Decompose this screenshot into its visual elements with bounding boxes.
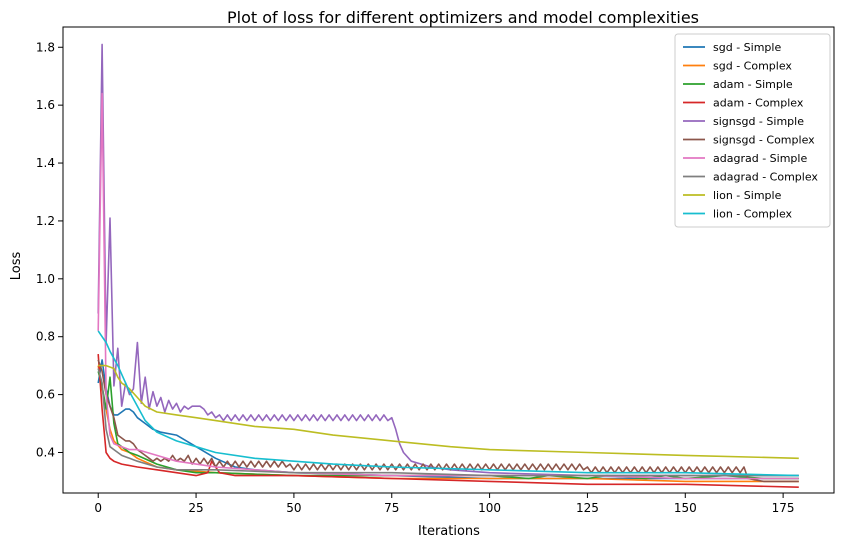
legend-label: adagrad - Simple	[713, 152, 807, 165]
x-tick-label: 50	[286, 501, 301, 515]
y-tick-label: 1.0	[36, 272, 55, 286]
chart-title: Plot of loss for different optimizers an…	[227, 8, 699, 27]
legend-box	[674, 33, 831, 228]
plot-lines	[97, 43, 799, 488]
x-tick-label: 25	[188, 501, 203, 515]
series-line-adam-complex	[97, 354, 799, 488]
legend-label: lion - Complex	[713, 208, 793, 221]
series-line-adagrad-complex	[97, 368, 799, 477]
series-line-signsgd-simple	[97, 43, 799, 477]
legend-label: adam - Complex	[713, 97, 804, 110]
legend-label: adam - Simple	[713, 78, 793, 91]
legend-label: sgd - Simple	[713, 41, 781, 54]
x-tick-label: 100	[478, 501, 501, 515]
series-line-signsgd-complex	[97, 359, 799, 483]
series-line-sgd-complex	[97, 365, 799, 483]
plot-frame	[62, 26, 835, 494]
x-tick-label: 150	[674, 501, 697, 515]
y-tick-label: 1.4	[36, 156, 55, 170]
legend-label: adagrad - Complex	[713, 171, 818, 184]
series-line-adam-simple	[97, 371, 799, 480]
y-tick-label: 0.4	[36, 445, 55, 459]
x-tick-label: 175	[772, 501, 795, 515]
series-line-lion-complex	[97, 330, 799, 477]
y-tick-label: 0.8	[36, 330, 55, 344]
legend-label: lion - Simple	[713, 189, 782, 202]
y-tick-label: 1.2	[36, 214, 55, 228]
x-tick-label: 0	[94, 501, 102, 515]
x-tick-label: 125	[576, 501, 599, 515]
series-line-lion-simple	[98, 364, 799, 460]
y-axis: 0.4 0.6 0.8 1.0 1.2 1.4 1.6 1.8	[36, 40, 63, 459]
legend: sgd - Simple sgd - Complex adam - Simple ad…	[674, 33, 831, 228]
y-tick-label: 1.8	[36, 40, 55, 54]
y-tick-label: 1.6	[36, 98, 55, 112]
legend-label: sgd - Complex	[713, 60, 792, 73]
x-tick-label: 75	[384, 501, 399, 515]
y-axis-label: Loss	[9, 252, 24, 281]
legend-label: signsgd - Simple	[713, 115, 804, 128]
y-tick-label: 0.6	[36, 388, 55, 402]
x-axis-label: Iterations	[418, 524, 480, 539]
legend-label: signsgd - Complex	[713, 134, 815, 147]
x-axis: 0 25 50 75 100 125 150 175	[94, 493, 795, 515]
